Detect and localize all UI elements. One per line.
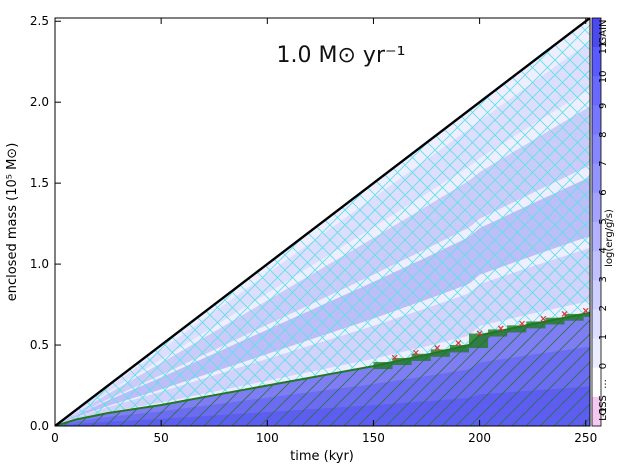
colorbar-segment: [592, 134, 601, 165]
colorbar-segment: [592, 367, 601, 398]
y-tick-label: 1.5: [30, 176, 49, 190]
boundary-step: [430, 349, 450, 357]
colorbar-tick-label: -1: [598, 407, 609, 417]
plot-frame: [54, 17, 591, 427]
red-marker: [582, 307, 589, 314]
x-tick-label: 200: [468, 431, 491, 445]
colorbar-tick-label: 2: [598, 305, 609, 311]
colorbar-gain-label: GAIN: [598, 19, 609, 44]
colorbar-segment: [592, 251, 601, 281]
x-tick-label: 0: [51, 431, 59, 445]
y-axis-ticks: 0.0 0.5 1.0 1.5 2.0 2.5: [30, 14, 61, 433]
colorbar-frame: [591, 17, 602, 427]
colorbar-tick-label: 7: [598, 160, 609, 166]
y-axis-label: enclosed mass (10⁵ M⊙): [5, 143, 20, 302]
colorbar-label: log(erg/g/s): [604, 209, 615, 267]
boundary-step: [526, 321, 546, 329]
red-marker: [391, 354, 398, 361]
colorbar-tick-label: ...: [598, 379, 609, 389]
colorbar-segment: [592, 47, 601, 77]
colorbar-segment: [592, 18, 601, 48]
colorbar-segment: [592, 192, 601, 223]
y-tick-label: 0.5: [30, 338, 49, 352]
colorbar-tick-label: 11: [598, 42, 609, 55]
diagonal-hatch-region: [55, 312, 590, 426]
colorbar-segment: [592, 338, 601, 369]
total-mass-line: [55, 18, 590, 426]
colorbar-tick-label: 1: [598, 334, 609, 340]
colorbar-segment: [592, 163, 601, 194]
colorbar-tick-label: 9: [598, 103, 609, 109]
colorbar-segment: [592, 309, 601, 340]
colorbar-segment: [592, 280, 601, 310]
colorbar-segment: [592, 76, 601, 106]
boundary-step: [488, 329, 508, 337]
boundary-step: [373, 362, 393, 370]
chart-title: 1.0 M⊙ yr⁻¹: [277, 43, 406, 68]
y-tick-label: 2.5: [30, 14, 49, 28]
boundary-step: [392, 357, 412, 366]
colorbar-tick-label: 4: [598, 247, 609, 253]
y-tick-label: 2.0: [30, 95, 49, 109]
x-tick-label: 150: [362, 431, 385, 445]
red-marker: [561, 310, 568, 317]
y-tick-label: 1.0: [30, 257, 49, 271]
red-marker: [497, 325, 504, 332]
colorbar-segment: [592, 222, 601, 252]
red-marker: [412, 349, 419, 356]
colorbar-tick-label: 6: [598, 189, 609, 195]
x-tick-label: 250: [574, 431, 597, 445]
x-axis-label: time (kyr): [290, 449, 354, 464]
colorbar-tick-label: 5: [598, 218, 609, 224]
plot-clip-group: [55, 18, 590, 426]
boundary-step: [507, 325, 527, 333]
colorbar-tick-label: 3: [598, 276, 609, 282]
boundary-step: [468, 333, 489, 349]
x-axis-ticks: 0 50 100 150 200 250: [51, 18, 597, 445]
boundary-step: [564, 313, 584, 321]
boundary-step: [449, 345, 469, 353]
red-marker: [434, 344, 441, 351]
x-tick-label: 100: [256, 431, 279, 445]
red-marker: [455, 340, 462, 346]
boundary-step: [545, 317, 565, 325]
red-marker: [540, 315, 547, 322]
boundary-step: [583, 312, 590, 317]
y-tick-label: 0.0: [30, 419, 49, 433]
colorbar-segment: [592, 105, 601, 136]
plot-area: [54, 17, 591, 427]
colorbar-tick-label: 8: [598, 132, 609, 138]
colorbar-segment: [592, 396, 601, 427]
colorbar-tick-label: 10: [598, 71, 609, 84]
colorbar-tick-label: 0: [598, 363, 609, 369]
x-tick-label: 50: [154, 431, 169, 445]
boundary-step: [411, 353, 431, 361]
red-marker: [519, 320, 525, 327]
red-marker: [476, 330, 483, 337]
colorbar-loss-label: LOSS: [598, 395, 609, 421]
